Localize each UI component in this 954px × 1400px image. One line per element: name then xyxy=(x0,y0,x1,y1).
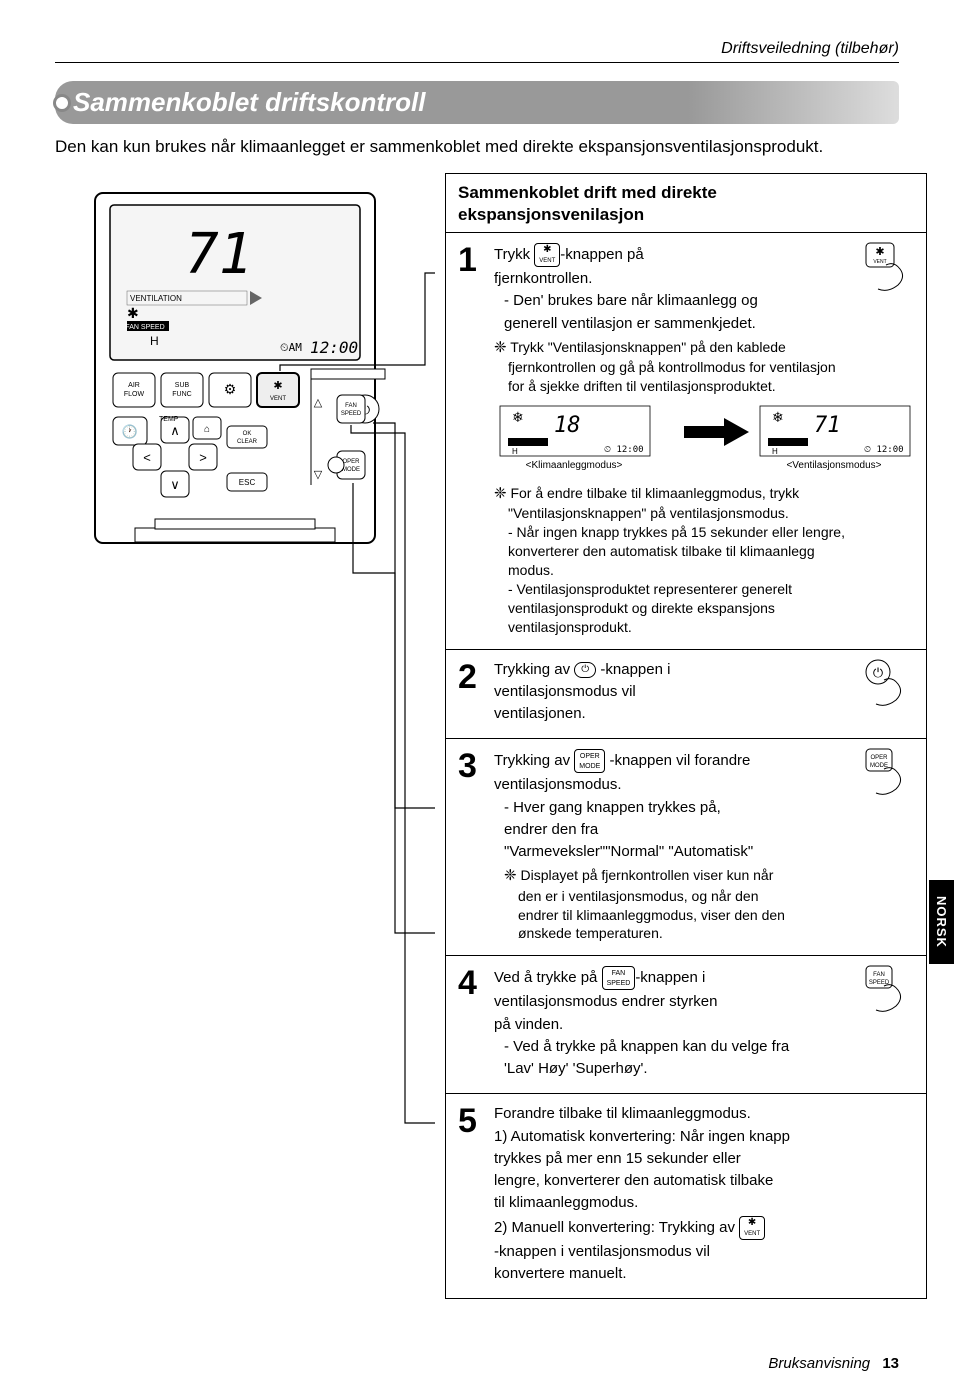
svg-text:⚙: ⚙ xyxy=(224,381,237,397)
hand-press-power-icon: ⏻ xyxy=(862,656,918,712)
step-1: 1 ✱ VENT Trykk ✱VENT-knappen på fjernkon… xyxy=(446,232,926,649)
panel-header: Sammenkoblet drift med direkte ekspansjo… xyxy=(446,174,926,232)
header-context: Driftsveiledning (tilbehør) xyxy=(55,40,899,63)
mode-switch-diagram: ❄ 18 H ⏲ 12:00 <Klimaanleggmodus> ❄ 71 xyxy=(494,402,914,480)
language-tab: NORSK xyxy=(929,880,954,964)
svg-text:H: H xyxy=(772,447,778,456)
svg-text:✱: ✱ xyxy=(875,246,884,258)
step-number: 1 xyxy=(458,243,484,637)
vent-icon: ✱VENT xyxy=(739,1216,765,1240)
svg-text:✱: ✱ xyxy=(127,305,139,321)
svg-text:✱: ✱ xyxy=(273,380,282,392)
svg-text:>: > xyxy=(199,450,207,465)
instruction-panel: Sammenkoblet drift med direkte ekspansjo… xyxy=(445,173,927,1299)
display-h: H xyxy=(150,334,159,348)
svg-text:SUB: SUB xyxy=(175,382,190,389)
svg-text:FAN: FAN xyxy=(873,972,885,978)
svg-text:VENT: VENT xyxy=(873,259,886,265)
step-number: 5 xyxy=(458,1104,484,1286)
svg-text:🕐: 🕐 xyxy=(122,424,138,439)
svg-text:∨: ∨ xyxy=(170,477,180,492)
svg-text:FAN SPEED: FAN SPEED xyxy=(125,324,164,331)
page-footer: Bruksanvisning 13 xyxy=(768,1355,899,1372)
diag-right-label: <Ventilasjonsmodus> xyxy=(786,460,881,471)
step-5: 5 Forandre tilbake til klimaanleggmodus.… xyxy=(446,1093,926,1298)
step-2: 2 ⏻ Trykking av ⏻ -knappen i ventilasjon… xyxy=(446,649,926,739)
svg-text:⏲ 12:00: ⏲ 12:00 xyxy=(604,445,644,455)
svg-text:OPER: OPER xyxy=(870,755,888,761)
display-temp: 71 xyxy=(185,222,252,287)
vent-icon: ✱VENT xyxy=(534,243,560,267)
svg-text:△: △ xyxy=(314,397,323,409)
svg-text:SPEED: SPEED xyxy=(341,411,362,417)
svg-text:∧: ∧ xyxy=(170,423,180,438)
hand-press-vent-icon: ✱ VENT xyxy=(862,239,918,295)
page-title: Sammenkoblet driftskontroll xyxy=(55,81,899,124)
hand-press-fanspeed-icon: FAN SPEED xyxy=(862,962,918,1018)
remote-illustration: 71 VENTILATION ✱ FAN SPEED H ⏲AM 12:00 A… xyxy=(55,173,435,1299)
display-ventilation-label: VENTILATION xyxy=(130,294,182,303)
fan-speed-icon: FANSPEED xyxy=(602,966,636,990)
step-number: 4 xyxy=(458,966,484,1081)
svg-text:❄: ❄ xyxy=(772,409,784,425)
svg-text:OPER: OPER xyxy=(342,459,360,465)
svg-text:H: H xyxy=(512,447,518,456)
step-4: 4 FAN SPEED Ved å trykke på FANSPEED-kna… xyxy=(446,955,926,1093)
step-3: 3 OPER MODE Trykking av OPERMODE -knappe… xyxy=(446,738,926,955)
svg-text:FUNC: FUNC xyxy=(172,391,191,398)
hand-press-opermode-icon: OPER MODE xyxy=(862,745,918,801)
svg-text:<: < xyxy=(143,450,151,465)
svg-text:⌂: ⌂ xyxy=(204,424,210,435)
svg-text:MODE: MODE xyxy=(342,467,360,473)
svg-text:❄: ❄ xyxy=(512,409,524,425)
power-icon: ⏻ xyxy=(574,662,596,678)
display-am: ⏲AM xyxy=(280,341,302,354)
diag-right-temp: 71 xyxy=(814,413,841,438)
svg-text:FAN: FAN xyxy=(345,403,357,409)
diag-left-temp: 18 xyxy=(554,413,581,438)
svg-text:⏲ 12:00: ⏲ 12:00 xyxy=(864,445,904,455)
svg-text:▽: ▽ xyxy=(314,469,323,481)
svg-text:ESC: ESC xyxy=(239,478,256,487)
svg-text:OK: OK xyxy=(243,431,252,437)
svg-text:FLOW: FLOW xyxy=(124,391,145,398)
oper-mode-icon: OPERMODE xyxy=(574,749,605,773)
step-number: 2 xyxy=(458,660,484,727)
svg-text:TEMP: TEMP xyxy=(159,416,179,423)
step-number: 3 xyxy=(458,749,484,943)
svg-text:CLEAR: CLEAR xyxy=(237,439,258,445)
svg-text:AIR: AIR xyxy=(128,382,140,389)
svg-text:⏻: ⏻ xyxy=(873,665,883,680)
intro-text: Den kan kun brukes når klimaanlegget er … xyxy=(55,136,899,159)
display-clock: 12:00 xyxy=(310,338,358,357)
svg-text:VENT: VENT xyxy=(270,396,286,402)
diag-left-label: <Klimaanleggmodus> xyxy=(526,460,623,471)
